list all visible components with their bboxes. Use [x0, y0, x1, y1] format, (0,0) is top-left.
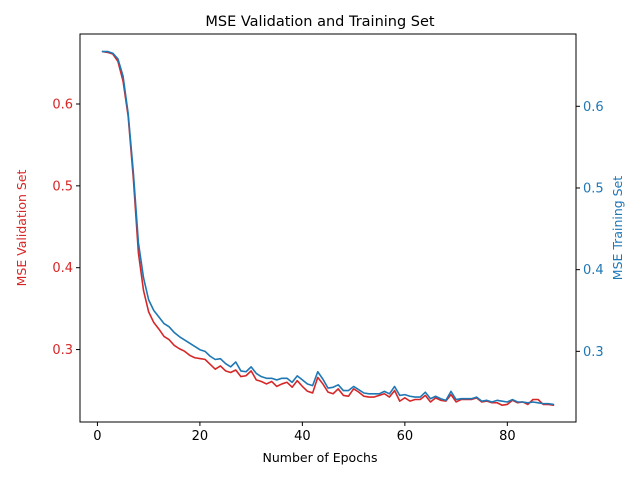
y-left-tick-label: 0.5	[52, 179, 73, 194]
y-axis-left-label: MSE Validation Set	[14, 170, 29, 287]
y-left-tick-label: 0.3	[52, 343, 73, 358]
y-right-tick-label: 0.5	[583, 181, 604, 196]
x-axis: 0 20 40 60 80	[93, 422, 516, 444]
y-left-tick-label: 0.4	[52, 261, 73, 276]
y-axis-right: 0.3 0.4 0.5 0.6	[576, 100, 604, 360]
x-tick-label: 40	[294, 429, 311, 444]
y-right-tick-label: 0.6	[583, 100, 604, 115]
y-right-tick-label: 0.3	[583, 345, 604, 360]
validation-series-line	[101, 50, 555, 407]
y-right-tick-label: 0.4	[583, 263, 604, 278]
x-tick-label: 20	[192, 429, 209, 444]
y-left-tick-label: 0.6	[52, 97, 73, 112]
x-tick-label: 80	[499, 429, 516, 444]
y-axis-left: 0.3 0.4 0.5 0.6	[52, 97, 80, 358]
x-tick-label: 60	[397, 429, 414, 444]
x-tick-label: 0	[93, 429, 101, 444]
plot-series	[101, 50, 555, 407]
plot-frame	[79, 33, 577, 423]
y-axis-right-label: MSE Training Set	[610, 176, 625, 281]
chart-title: MSE Validation and Training Set	[205, 14, 435, 30]
x-axis-label: Number of Epochs	[263, 450, 378, 465]
training-series-line	[101, 50, 555, 406]
